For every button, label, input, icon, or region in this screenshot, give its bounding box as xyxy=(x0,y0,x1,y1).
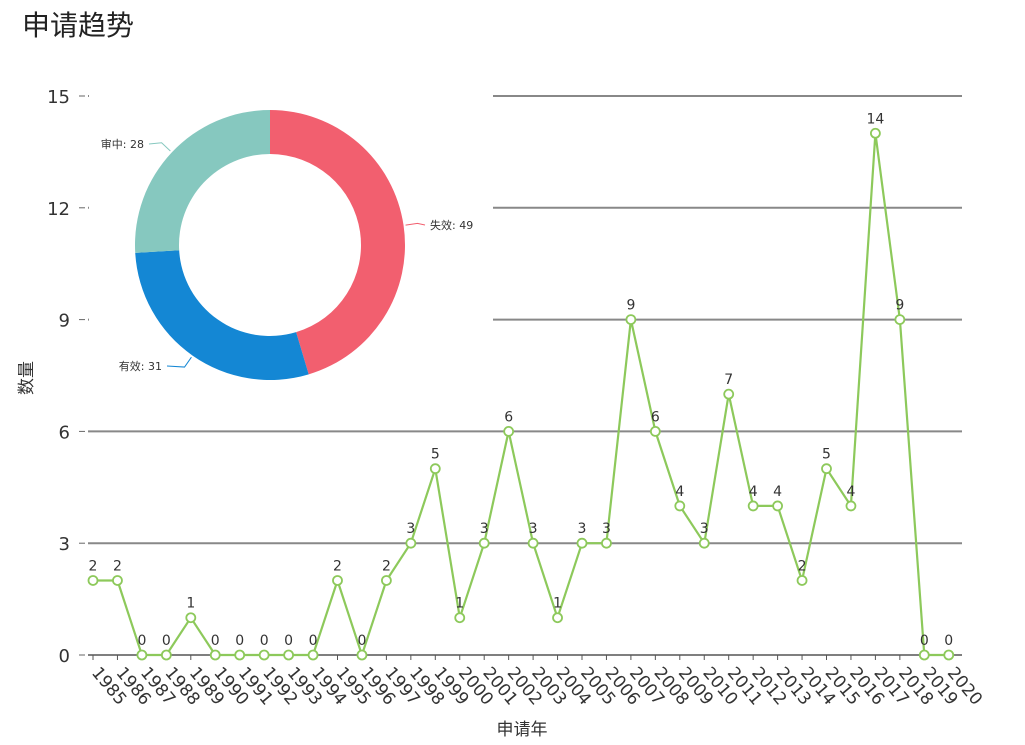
point-2005 xyxy=(576,537,588,549)
data-label-2019: 0 xyxy=(920,633,929,649)
data-label-1988: 0 xyxy=(162,633,171,649)
data-label-1985: 2 xyxy=(89,558,98,574)
pie-slice-失效 xyxy=(270,110,405,375)
point-1988 xyxy=(160,649,172,661)
point-1994 xyxy=(307,649,319,661)
pie-label-失效: 失效: 49 xyxy=(430,218,473,232)
point-1999 xyxy=(429,463,441,475)
data-label-2017: 14 xyxy=(866,111,884,127)
point-1985 xyxy=(87,575,99,586)
pie-slice-审中 xyxy=(135,110,270,253)
data-label-2009: 4 xyxy=(675,484,684,500)
data-label-2011: 7 xyxy=(724,372,733,388)
data-label-1986: 2 xyxy=(113,558,122,574)
point-1990 xyxy=(209,649,221,661)
data-label-1994: 0 xyxy=(309,633,318,649)
data-label-2015: 5 xyxy=(822,447,831,463)
pie-label-审中: 审中: 28 xyxy=(101,137,144,151)
donut-chart: 失效: 49 有效: 31 审中: 28 xyxy=(101,110,473,380)
data-label-1990: 0 xyxy=(211,633,220,649)
pie-slice-有效 xyxy=(135,250,309,380)
point-2002 xyxy=(503,425,515,437)
y-tick-label-0: 0 xyxy=(59,646,70,667)
point-2012 xyxy=(747,500,759,512)
y-axis: 0 3 6 9 12 15 xyxy=(47,87,85,667)
data-label-2000: 1 xyxy=(455,596,464,612)
point-2018 xyxy=(894,314,906,326)
point-2013 xyxy=(772,500,783,512)
data-label-2010: 3 xyxy=(700,521,709,537)
y-tick-label-15: 15 xyxy=(47,87,70,108)
data-label-1997: 2 xyxy=(382,558,391,574)
data-label-1998: 3 xyxy=(406,521,415,537)
data-label-2012: 4 xyxy=(749,484,758,500)
point-1998 xyxy=(405,537,417,549)
pie-leader-审中 xyxy=(148,142,171,152)
data-label-2001: 3 xyxy=(480,521,489,537)
point-2009 xyxy=(674,500,686,512)
point-2016 xyxy=(845,500,857,512)
data-label-1996: 0 xyxy=(357,633,366,649)
data-label-1987: 0 xyxy=(137,633,146,649)
point-1989 xyxy=(185,612,197,624)
data-label-2020: 0 xyxy=(944,633,953,649)
data-label-2006: 3 xyxy=(602,521,611,537)
data-label-2002: 6 xyxy=(504,409,513,425)
point-1992 xyxy=(258,649,270,661)
point-2003 xyxy=(527,537,539,549)
point-1997 xyxy=(380,575,392,586)
x-axis: 1985198619871988198919901991199219931994… xyxy=(87,654,986,709)
data-label-2005: 3 xyxy=(578,521,587,537)
point-1993 xyxy=(283,649,295,661)
point-1995 xyxy=(332,575,343,586)
point-2007 xyxy=(625,314,637,326)
data-label-2004: 1 xyxy=(553,596,562,612)
point-2014 xyxy=(796,575,808,586)
data-label-1989: 1 xyxy=(186,596,195,612)
data-label-2014: 2 xyxy=(798,558,807,574)
y-tick-label-3: 3 xyxy=(59,534,70,555)
data-label-2003: 3 xyxy=(529,521,538,537)
data-label-2008: 6 xyxy=(651,409,660,425)
data-label-2013: 4 xyxy=(773,484,782,500)
line-series xyxy=(87,127,955,661)
pie-leader-有效 xyxy=(166,356,192,368)
y-axis-title: 数量 xyxy=(17,361,37,395)
point-2019 xyxy=(918,649,930,661)
point-2020 xyxy=(943,649,955,661)
y-tick-label-9: 9 xyxy=(59,311,70,332)
point-1987 xyxy=(136,649,148,661)
pie-label-有效: 有效: 31 xyxy=(119,359,162,373)
data-label-1995: 2 xyxy=(333,558,342,574)
data-label-1992: 0 xyxy=(260,633,269,649)
point-2000 xyxy=(454,612,466,624)
page-title: 申请趋势 xyxy=(22,9,135,42)
point-2004 xyxy=(552,612,563,624)
data-label-2007: 9 xyxy=(626,298,635,314)
point-1996 xyxy=(356,649,368,661)
point-2017 xyxy=(870,127,881,139)
data-label-2018: 9 xyxy=(895,298,904,314)
point-2006 xyxy=(601,537,612,549)
y-tick-label-6: 6 xyxy=(59,422,70,443)
point-2010 xyxy=(698,537,710,549)
point-2011 xyxy=(723,388,735,400)
point-1991 xyxy=(234,649,246,661)
pie-leader-失效 xyxy=(405,222,426,226)
x-axis-title: 申请年 xyxy=(497,720,548,740)
y-tick-label-12: 12 xyxy=(47,199,70,220)
data-label-2016: 4 xyxy=(846,484,855,500)
point-2001 xyxy=(478,537,490,549)
point-2015 xyxy=(821,463,832,475)
point-1986 xyxy=(112,575,123,586)
data-label-1991: 0 xyxy=(235,633,244,649)
point-2008 xyxy=(649,425,661,437)
data-label-1999: 5 xyxy=(431,447,440,463)
data-label-1993: 0 xyxy=(284,633,293,649)
